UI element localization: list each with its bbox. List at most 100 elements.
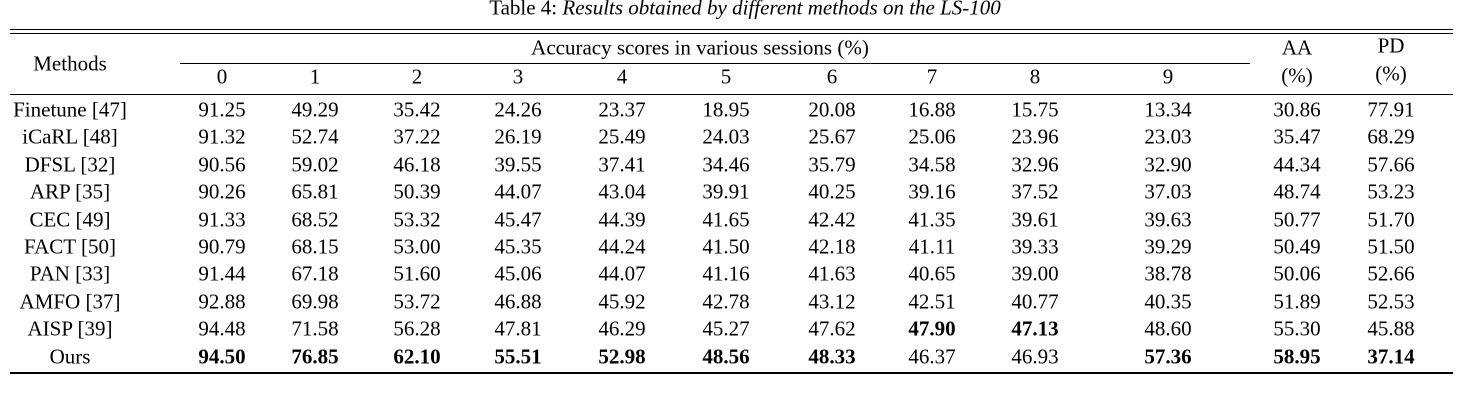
- cell: 45.06: [494, 261, 542, 286]
- cell: 46.93: [1011, 344, 1059, 369]
- cell: 47.90: [908, 316, 956, 341]
- cell: 44.24: [598, 234, 646, 259]
- cell: 57.66: [1367, 152, 1415, 177]
- cell: 90.26: [198, 179, 246, 204]
- cell: 40.77: [1011, 289, 1059, 314]
- cell: 39.55: [494, 152, 542, 177]
- session-header: 2: [411, 64, 423, 89]
- cell: 39.63: [1144, 207, 1192, 232]
- cell: 91.32: [198, 124, 246, 149]
- cell: 51.89: [1273, 289, 1321, 314]
- cell: 20.08: [808, 97, 856, 122]
- cell: 37.41: [598, 152, 646, 177]
- cell: 16.88: [908, 97, 956, 122]
- method-name: PAN [33]: [29, 261, 111, 286]
- cell: 94.50: [198, 344, 246, 369]
- sessions-header: Accuracy scores in various sessions (%): [531, 35, 869, 60]
- cell: 59.02: [291, 152, 339, 177]
- cell: 90.79: [198, 234, 246, 259]
- session-header: 0: [216, 64, 228, 89]
- pd-header: PD: [1377, 33, 1405, 58]
- cell: 51.50: [1367, 234, 1415, 259]
- cell: 23.37: [598, 97, 646, 122]
- cell: 45.27: [702, 316, 750, 341]
- cell: 41.50: [702, 234, 750, 259]
- cell: 53.72: [393, 289, 441, 314]
- cell: 41.11: [908, 234, 956, 259]
- cell: 46.37: [908, 344, 956, 369]
- cell: 49.29: [291, 97, 339, 122]
- aa-header: (%): [1281, 63, 1313, 88]
- cell: 50.06: [1273, 261, 1321, 286]
- cell: 43.12: [808, 289, 856, 314]
- cell: 71.58: [291, 316, 339, 341]
- cell: 68.15: [291, 234, 339, 259]
- cell: 47.62: [808, 316, 856, 341]
- session-header: 5: [720, 64, 732, 89]
- method-name: iCaRL [48]: [22, 124, 118, 149]
- cell: 39.16: [908, 179, 956, 204]
- bottom-rule: [10, 372, 1453, 374]
- cell: 58.95: [1273, 344, 1321, 369]
- cell: 34.58: [908, 152, 956, 177]
- cell: 51.60: [393, 261, 441, 286]
- cell: 37.52: [1011, 179, 1059, 204]
- cell: 76.85: [291, 344, 339, 369]
- method-name: Finetune [47]: [13, 97, 127, 122]
- cell: 25.67: [808, 124, 856, 149]
- cell: 91.44: [198, 261, 246, 286]
- caption: Table 4: Results obtained by different m…: [489, 0, 1001, 19]
- cell: 56.28: [393, 316, 441, 341]
- cell: 41.16: [702, 261, 750, 286]
- cell: 47.81: [494, 316, 542, 341]
- cell: 51.70: [1367, 207, 1415, 232]
- header-rule: [10, 94, 1453, 95]
- caption-label: Table 4:: [489, 0, 558, 20]
- session-header: 7: [926, 64, 938, 89]
- cell: 47.13: [1011, 316, 1059, 341]
- cell: 55.30: [1273, 316, 1321, 341]
- methods-header: Methods: [33, 51, 107, 76]
- cell: 45.47: [494, 207, 542, 232]
- session-header: 8: [1029, 64, 1041, 89]
- cell: 34.46: [702, 152, 750, 177]
- cell: 42.18: [808, 234, 856, 259]
- session-header: 1: [309, 64, 321, 89]
- cell: 39.33: [1011, 234, 1059, 259]
- cell: 13.34: [1144, 97, 1192, 122]
- pd-header: (%): [1375, 61, 1407, 86]
- top-rule: [10, 29, 1453, 30]
- session-header: 4: [616, 64, 628, 89]
- cell: 25.49: [598, 124, 646, 149]
- cell: 39.61: [1011, 207, 1059, 232]
- cell: 42.78: [702, 289, 750, 314]
- session-header: 6: [826, 64, 838, 89]
- sessions-rule: [180, 63, 1250, 64]
- cell: 37.22: [393, 124, 441, 149]
- cell: 50.77: [1273, 207, 1321, 232]
- cell: 52.98: [598, 344, 646, 369]
- cell: 40.35: [1144, 289, 1192, 314]
- cell: 48.56: [702, 344, 750, 369]
- cell: 91.33: [198, 207, 246, 232]
- method-name: Ours: [49, 344, 91, 369]
- cell: 41.65: [702, 207, 750, 232]
- cell: 18.95: [702, 97, 750, 122]
- caption-text: Results obtained by different methods on…: [562, 0, 1001, 20]
- cell: 65.81: [291, 179, 339, 204]
- method-name: AISP [39]: [27, 316, 113, 341]
- cell: 40.25: [808, 179, 856, 204]
- cell: 45.92: [598, 289, 646, 314]
- cell: 40.65: [908, 261, 956, 286]
- cell: 45.88: [1367, 316, 1415, 341]
- cell: 94.48: [198, 316, 246, 341]
- cell: 44.07: [494, 179, 542, 204]
- cell: 39.29: [1144, 234, 1192, 259]
- cell: 32.90: [1144, 152, 1192, 177]
- cell: 39.00: [1011, 261, 1059, 286]
- method-name: AMFO [37]: [19, 289, 121, 314]
- cell: 48.33: [808, 344, 856, 369]
- cell: 35.42: [393, 97, 441, 122]
- cell: 24.03: [702, 124, 750, 149]
- method-name: CEC [49]: [29, 207, 111, 232]
